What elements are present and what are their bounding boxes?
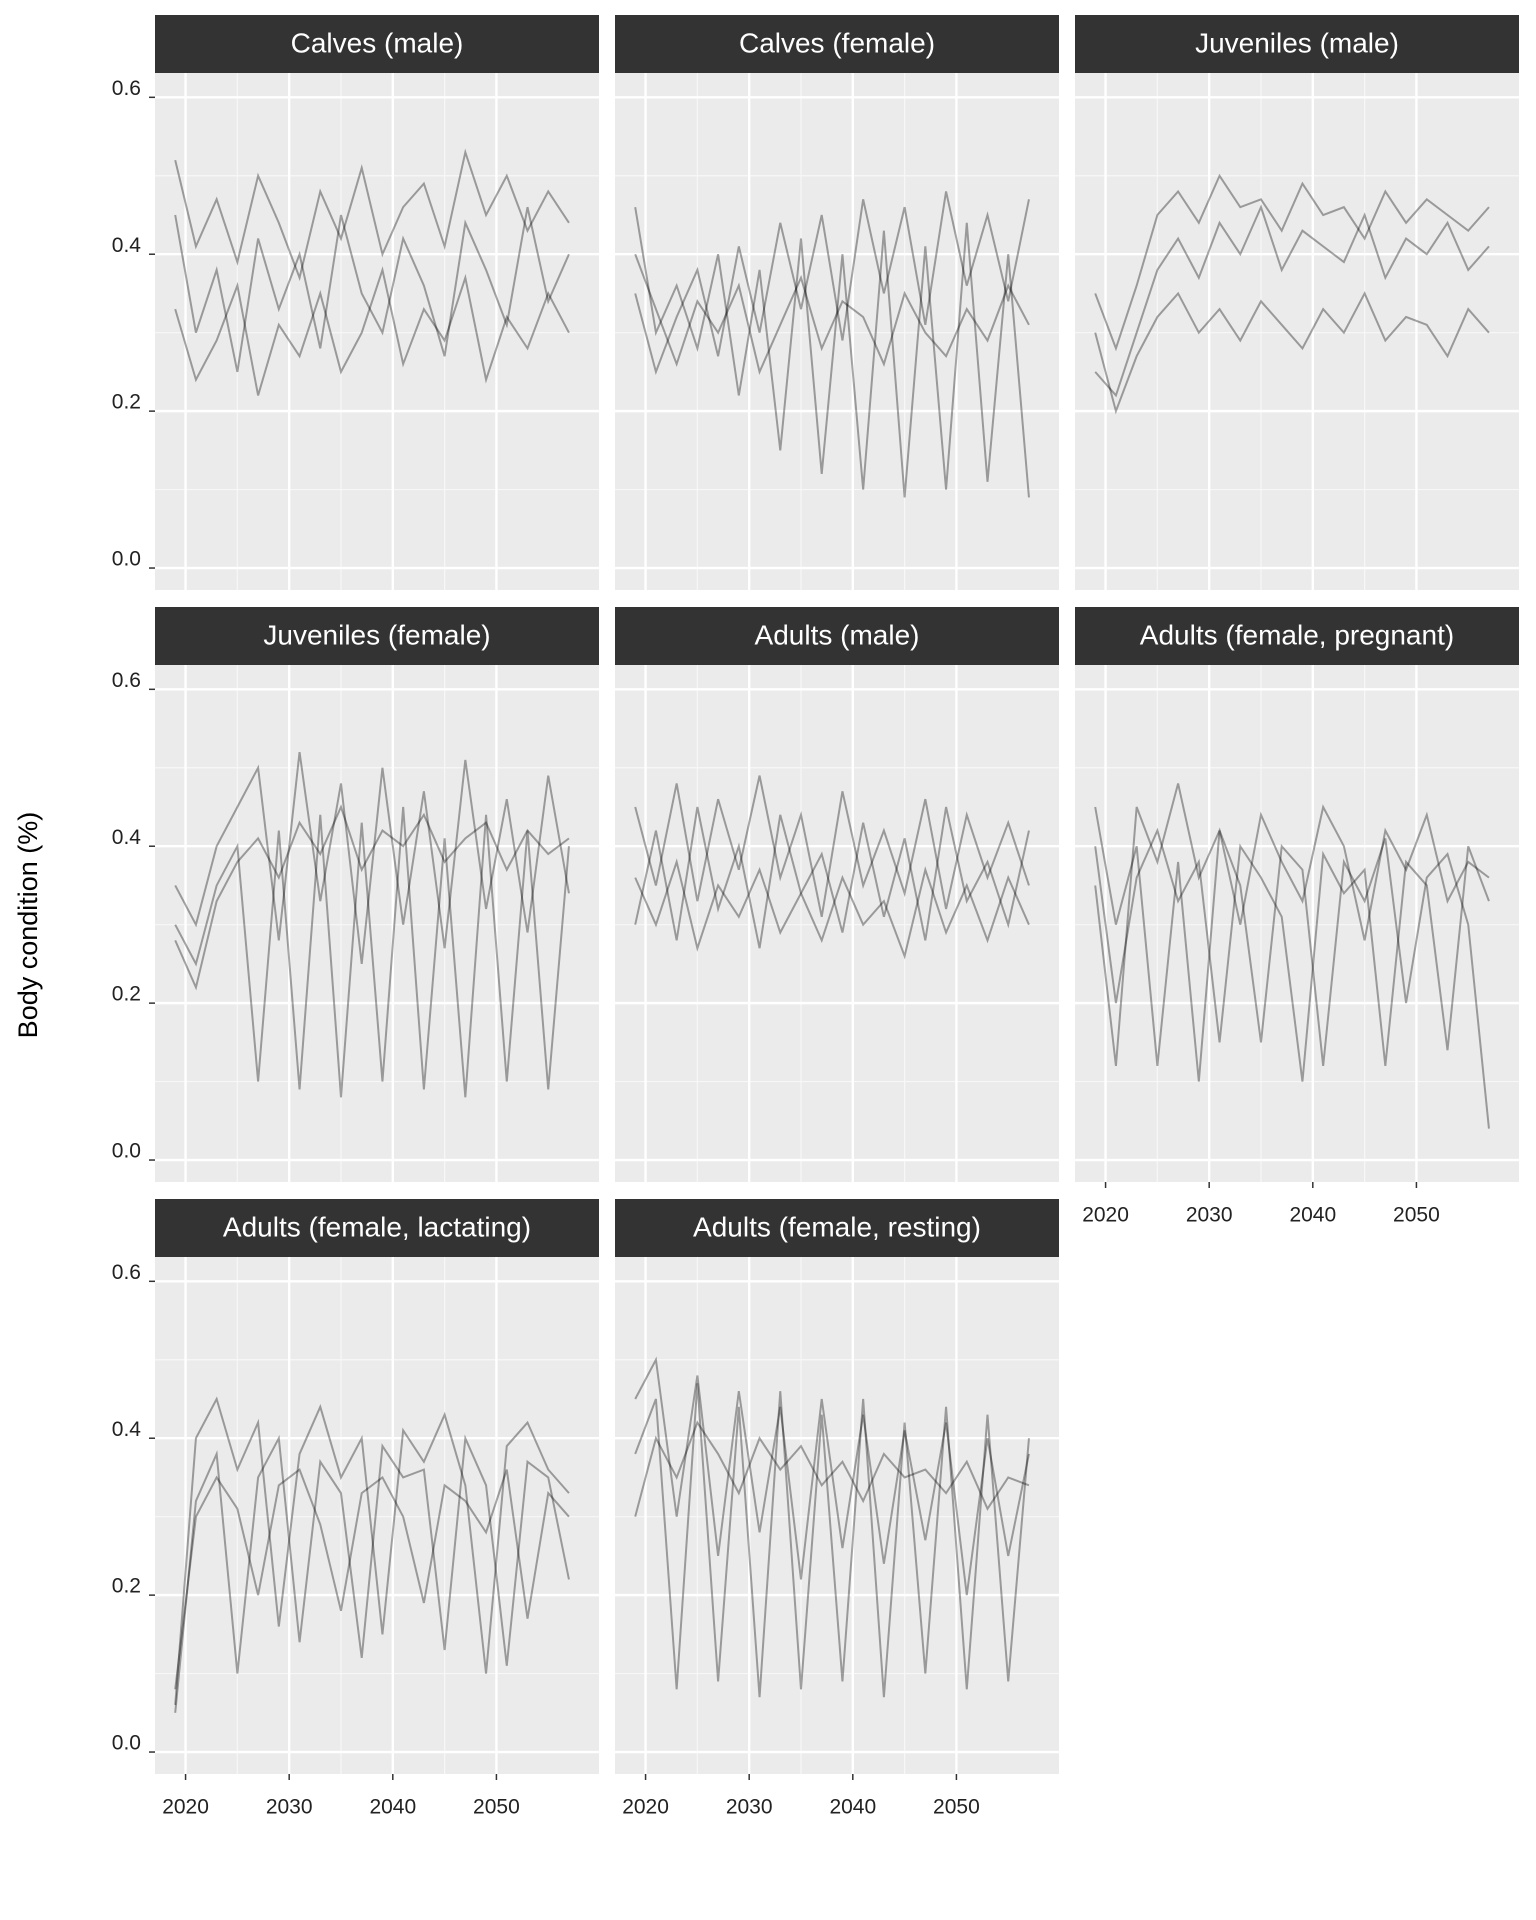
- trajectory-line: [634, 775, 1030, 918]
- y-tick-label: 0.4: [112, 826, 142, 849]
- x-tick-label: 2050: [1393, 1204, 1440, 1227]
- trajectory-line: [634, 206, 1030, 498]
- trajectory-line: [634, 1420, 1030, 1517]
- panel-background: [615, 665, 1059, 1182]
- strip: [615, 15, 1059, 73]
- y-tick-label: 0.2: [112, 983, 141, 1006]
- y-tick-label: 0.6: [112, 1261, 141, 1284]
- trajectory-line: [174, 804, 570, 991]
- facet-panel: Adults (female, pregnant) 2020 2030 2040 205…: [1075, 607, 1519, 1227]
- trajectory-line: [174, 266, 570, 396]
- y-tick-label: 0.0: [112, 1140, 141, 1163]
- strip: [1075, 15, 1519, 73]
- strip: [615, 1199, 1059, 1257]
- facet-panel: Adults (female, resting) 2020 2030 2040 2050: [615, 1199, 1059, 1819]
- panel-background: [615, 73, 1059, 590]
- x-tick-label: 2030: [1186, 1204, 1233, 1227]
- strip-title: Adults (female, resting): [693, 1211, 981, 1242]
- trajectories: [1094, 783, 1490, 1129]
- trajectory-line: [1094, 204, 1490, 398]
- x-tick-label: 2040: [1289, 1204, 1336, 1227]
- facet-panel: Juveniles (male): [1075, 15, 1519, 590]
- strip-title: Juveniles (male): [1195, 27, 1399, 58]
- trajectories: [174, 1396, 570, 1713]
- trajectory-line: [174, 1468, 570, 1690]
- panel-background: [155, 1257, 599, 1774]
- trajectory-line: [1094, 806, 1490, 1129]
- facet-panel: Calves (male) 0.0 0.2 0.4 0.6: [112, 15, 599, 590]
- y-axis-title: Body condition (%): [13, 812, 43, 1039]
- trajectory-line: [634, 806, 1030, 949]
- strip-title: Adults (female, pregnant): [1140, 619, 1454, 650]
- strip: [155, 1199, 599, 1257]
- trajectory-line: [634, 1383, 1030, 1698]
- trajectory-line: [634, 1356, 1030, 1596]
- x-tick-label: 2020: [1082, 1204, 1129, 1227]
- trajectories: [1094, 173, 1490, 415]
- facet-panel: Adults (male): [615, 607, 1059, 1182]
- y-tick-label: 0.0: [112, 1732, 141, 1755]
- strip: [1075, 607, 1519, 665]
- strip: [155, 607, 599, 665]
- panel-background: [615, 1257, 1059, 1774]
- strip: [155, 15, 599, 73]
- trajectories: [174, 751, 570, 1098]
- trajectory-line: [174, 806, 570, 1098]
- strip-title: Adults (male): [755, 619, 920, 650]
- x-tick-label: 2050: [933, 1796, 980, 1819]
- y-tick-label: 0.4: [112, 234, 142, 257]
- strip-title: Juveniles (female): [263, 619, 490, 650]
- trajectory-line: [1094, 783, 1490, 1067]
- strip-title: Calves (female): [739, 27, 935, 58]
- x-tick-label: 2030: [266, 1796, 313, 1819]
- panel-background: [155, 73, 599, 590]
- trajectory-line: [634, 191, 1030, 376]
- facet-panel: Adults (female, lactating) 0.0 0.2 0.4 0.6 20…: [112, 1199, 599, 1819]
- trajectory-line: [1094, 173, 1490, 352]
- strip-title: Adults (female, lactating): [223, 1211, 531, 1242]
- x-tick-label: 2020: [162, 1796, 209, 1819]
- trajectory-line: [174, 148, 570, 282]
- trajectory-line: [174, 1434, 570, 1713]
- facet-panel: Juveniles (female) 0.0 0.2 0.4 0.6: [112, 607, 599, 1182]
- strip: [615, 607, 1059, 665]
- x-tick-label: 2020: [622, 1796, 669, 1819]
- y-tick-label: 0.0: [112, 548, 141, 571]
- facet-panel: Calves (female): [615, 15, 1059, 590]
- trajectories: [634, 1356, 1030, 1698]
- y-tick-label: 0.2: [112, 1575, 141, 1598]
- x-tick-label: 2040: [829, 1796, 876, 1819]
- trajectory-line: [174, 1396, 570, 1706]
- panel-background: [1075, 73, 1519, 590]
- trajectories: [634, 775, 1030, 960]
- y-tick-label: 0.2: [112, 391, 141, 414]
- trajectory-line: [1094, 291, 1490, 415]
- trajectories: [634, 191, 1030, 498]
- y-tick-label: 0.6: [112, 77, 141, 100]
- y-tick-label: 0.4: [112, 1418, 142, 1441]
- y-tick-label: 0.6: [112, 669, 141, 692]
- trajectory-line: [174, 751, 570, 965]
- panel-background: [155, 665, 599, 1182]
- strip-title: Calves (male): [291, 27, 464, 58]
- trajectories: [174, 148, 570, 396]
- trajectory-line: [174, 206, 570, 373]
- panel-background: [1075, 665, 1519, 1182]
- trajectory-line: [634, 858, 1030, 960]
- x-tick-label: 2050: [473, 1796, 520, 1819]
- x-tick-label: 2040: [369, 1796, 416, 1819]
- x-tick-label: 2030: [726, 1796, 773, 1819]
- trajectory-line: [634, 253, 1030, 376]
- trajectory-line: [1094, 827, 1490, 1082]
